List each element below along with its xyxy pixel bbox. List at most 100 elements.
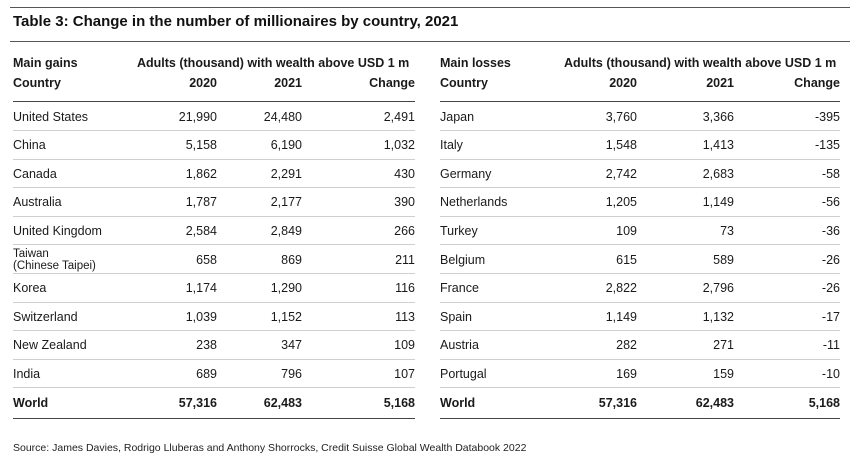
losses-2020-header: 2020 bbox=[609, 76, 637, 90]
gains-row-2020: 2,584 bbox=[185, 223, 217, 238]
gains-row-divider bbox=[13, 387, 415, 389]
table-title: Table 3: Change in the number of million… bbox=[13, 13, 459, 30]
losses-row-2021: 1,132 bbox=[702, 309, 734, 324]
gains-row-2020: 238 bbox=[196, 338, 217, 353]
losses-row-2020: 1,548 bbox=[605, 138, 637, 153]
gains-row-divider bbox=[13, 301, 415, 303]
gains-row-country: New Zealand bbox=[13, 338, 87, 353]
gains-change-header: Change bbox=[369, 76, 415, 90]
losses-row-divider bbox=[440, 330, 840, 332]
losses-row-divider bbox=[440, 187, 840, 189]
gains-row-divider bbox=[13, 244, 415, 246]
title-rule bbox=[10, 41, 850, 42]
gains-row-2021: 347 bbox=[281, 338, 302, 353]
losses-row-country: Spain bbox=[440, 309, 472, 324]
losses-row-change: -395 bbox=[814, 109, 840, 124]
losses-row-2020: 2,742 bbox=[605, 166, 637, 181]
losses-total-change: 5,168 bbox=[808, 395, 840, 410]
gains-row-2020: 658 bbox=[196, 252, 217, 267]
gains-row-change: 211 bbox=[395, 252, 415, 267]
gains-row-change: 430 bbox=[394, 166, 415, 181]
losses-row-change: -17 bbox=[821, 309, 840, 324]
losses-row-2020: 169 bbox=[616, 366, 637, 381]
gains-total-2021: 62,483 bbox=[263, 395, 302, 410]
gains-row-2021: 1,152 bbox=[270, 309, 302, 324]
losses-row-divider bbox=[440, 301, 840, 303]
losses-row-change: -26 bbox=[821, 252, 840, 267]
gains-row-divider bbox=[13, 215, 415, 217]
gains-row-divider bbox=[13, 273, 415, 274]
losses-row-2020: 282 bbox=[616, 338, 637, 353]
gains-row-2021: 2,849 bbox=[270, 223, 302, 238]
gains-row-divider bbox=[13, 330, 415, 332]
losses-row-2021: 589 bbox=[713, 252, 734, 267]
losses-total-2020: 57,316 bbox=[598, 395, 637, 410]
gains-row-change: 113 bbox=[395, 309, 415, 324]
gains-row-2021: 6,190 bbox=[270, 138, 302, 153]
losses-row-country: Germany bbox=[440, 166, 492, 181]
gains-country-header: Country bbox=[13, 76, 61, 90]
losses-row-country: Austria bbox=[440, 338, 479, 353]
gains-row-2021: 869 bbox=[281, 252, 302, 267]
gains-row-divider bbox=[13, 358, 415, 360]
losses-bottom-rule bbox=[440, 417, 840, 419]
losses-label: Main losses bbox=[440, 56, 511, 70]
losses-row-2020: 109 bbox=[616, 223, 637, 238]
losses-total-country: World bbox=[440, 395, 476, 410]
gains-total-2020: 57,316 bbox=[178, 395, 217, 410]
gains-2021-header: 2021 bbox=[274, 76, 302, 90]
gains-row-2020: 1,039 bbox=[185, 309, 217, 324]
gains-row-country: India bbox=[13, 366, 41, 381]
gains-row-change: 1,032 bbox=[383, 138, 415, 153]
gains-row-divider bbox=[13, 158, 415, 160]
source-note: Source: James Davies, Rodrigo Lluberas a… bbox=[13, 442, 527, 454]
losses-row-2021: 2,796 bbox=[702, 281, 734, 296]
losses-row-2021: 159 bbox=[713, 366, 734, 381]
gains-row-change: 107 bbox=[394, 366, 415, 381]
losses-row-divider bbox=[440, 158, 840, 160]
losses-2021-header: 2021 bbox=[706, 76, 734, 90]
losses-row-2020: 615 bbox=[616, 252, 637, 267]
losses-row-2020: 1,149 bbox=[605, 309, 637, 324]
losses-row-change: -135 bbox=[814, 138, 840, 153]
losses-change-header: Change bbox=[794, 76, 840, 90]
losses-row-2020: 3,760 bbox=[605, 109, 637, 124]
gains-bottom-rule bbox=[13, 417, 415, 419]
gains-row-country: United States bbox=[13, 109, 89, 124]
gains-row-2020: 689 bbox=[196, 366, 217, 381]
losses-row-divider bbox=[440, 130, 840, 131]
losses-row-2020: 2,822 bbox=[605, 281, 637, 296]
gains-row-2021: 796 bbox=[281, 366, 302, 381]
losses-row-change: -58 bbox=[821, 166, 840, 181]
gains-total-country: World bbox=[13, 395, 49, 410]
gains-row-change: 116 bbox=[395, 281, 415, 296]
losses-row-country: France bbox=[440, 281, 479, 296]
gains-2020-header: 2020 bbox=[189, 76, 217, 90]
losses-country-header: Country bbox=[440, 76, 488, 90]
gains-row-country: Taiwan bbox=[13, 247, 49, 260]
gains-row-divider bbox=[13, 130, 415, 131]
losses-row-2021: 3,366 bbox=[702, 109, 734, 124]
gains-label: Main gains bbox=[13, 56, 78, 70]
top-rule bbox=[10, 7, 850, 8]
gains-row-2021: 24,480 bbox=[263, 109, 302, 124]
gains-row-change: 2,491 bbox=[383, 109, 415, 124]
losses-total-2021: 62,483 bbox=[695, 395, 734, 410]
gains-row-country-line2: (Chinese Taipei) bbox=[13, 259, 96, 272]
gains-row-country: Canada bbox=[13, 166, 57, 181]
losses-row-change: -36 bbox=[821, 223, 840, 238]
gains-total-change: 5,168 bbox=[383, 395, 415, 410]
losses-row-divider bbox=[440, 273, 840, 274]
gains-row-country: United Kingdom bbox=[13, 223, 102, 238]
gains-row-2021: 2,291 bbox=[270, 166, 302, 181]
losses-row-country: Belgium bbox=[440, 252, 486, 267]
gains-row-2020: 1,174 bbox=[185, 281, 217, 296]
gains-row-country: Australia bbox=[13, 195, 62, 210]
losses-row-2021: 1,413 bbox=[702, 138, 734, 153]
losses-row-2021: 2,683 bbox=[702, 166, 734, 181]
losses-wealth-label: Adults (thousand) with wealth above USD … bbox=[564, 56, 837, 70]
losses-row-country: Netherlands bbox=[440, 195, 508, 210]
losses-row-change: -56 bbox=[821, 195, 840, 210]
losses-row-country: Italy bbox=[440, 138, 463, 153]
gains-row-2020: 5,158 bbox=[185, 138, 217, 153]
